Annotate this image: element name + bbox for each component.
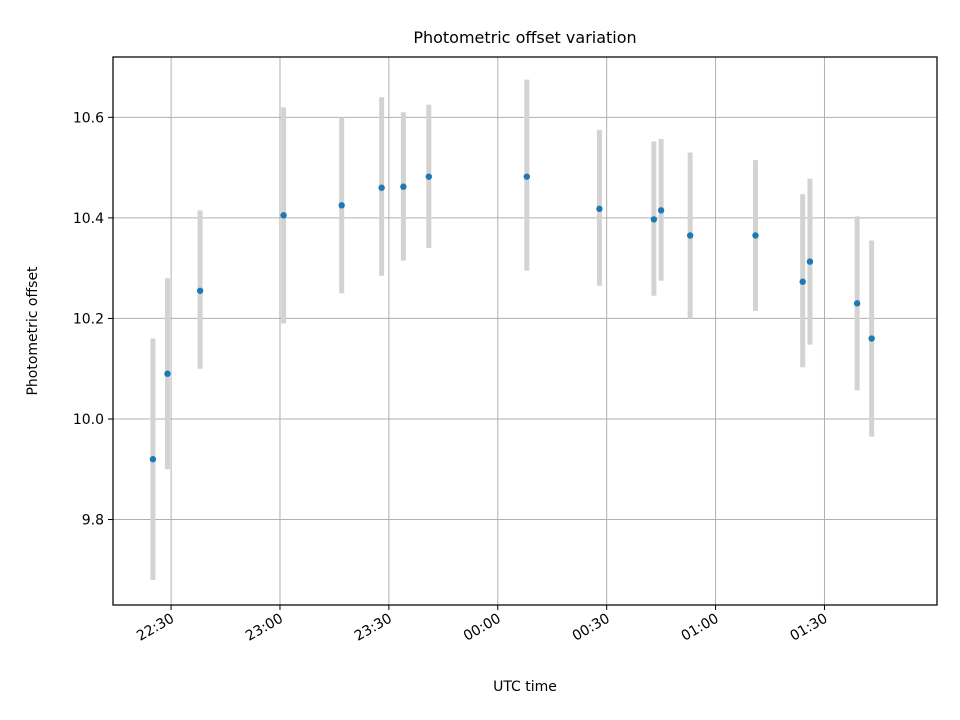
y-axis-label: Photometric offset: [25, 266, 41, 396]
grid: [113, 57, 937, 605]
y-tick-label: 10.6: [73, 110, 104, 126]
data-point: [280, 212, 287, 219]
data-point: [868, 335, 875, 342]
data-point: [338, 202, 345, 209]
y-axis: 9.8 10.0 10.2 10.4 10.6: [73, 110, 113, 529]
plot-frame: [112, 56, 938, 606]
data-point: [400, 183, 407, 190]
data-points: [149, 173, 875, 463]
y-tick-label: 9.8: [82, 513, 104, 529]
y-tick-label: 10.0: [73, 412, 104, 428]
data-point: [164, 370, 171, 377]
y-tick-label: 10.4: [73, 211, 104, 227]
data-point: [686, 232, 694, 239]
data-point: [523, 173, 531, 180]
data-point: [149, 456, 157, 463]
data-point: [752, 232, 759, 239]
data-point: [806, 258, 814, 265]
x-axis-label: UTC time: [493, 679, 557, 695]
data-point: [425, 173, 433, 180]
y-tick-label: 10.2: [73, 311, 104, 327]
data-point: [596, 205, 603, 213]
data-point: [650, 216, 658, 223]
chart-title: Photometric offset variation: [413, 28, 636, 47]
data-point: [378, 184, 385, 191]
data-point: [196, 287, 204, 294]
data-point: [657, 207, 665, 214]
data-point: [853, 300, 861, 307]
data-point: [799, 278, 806, 285]
